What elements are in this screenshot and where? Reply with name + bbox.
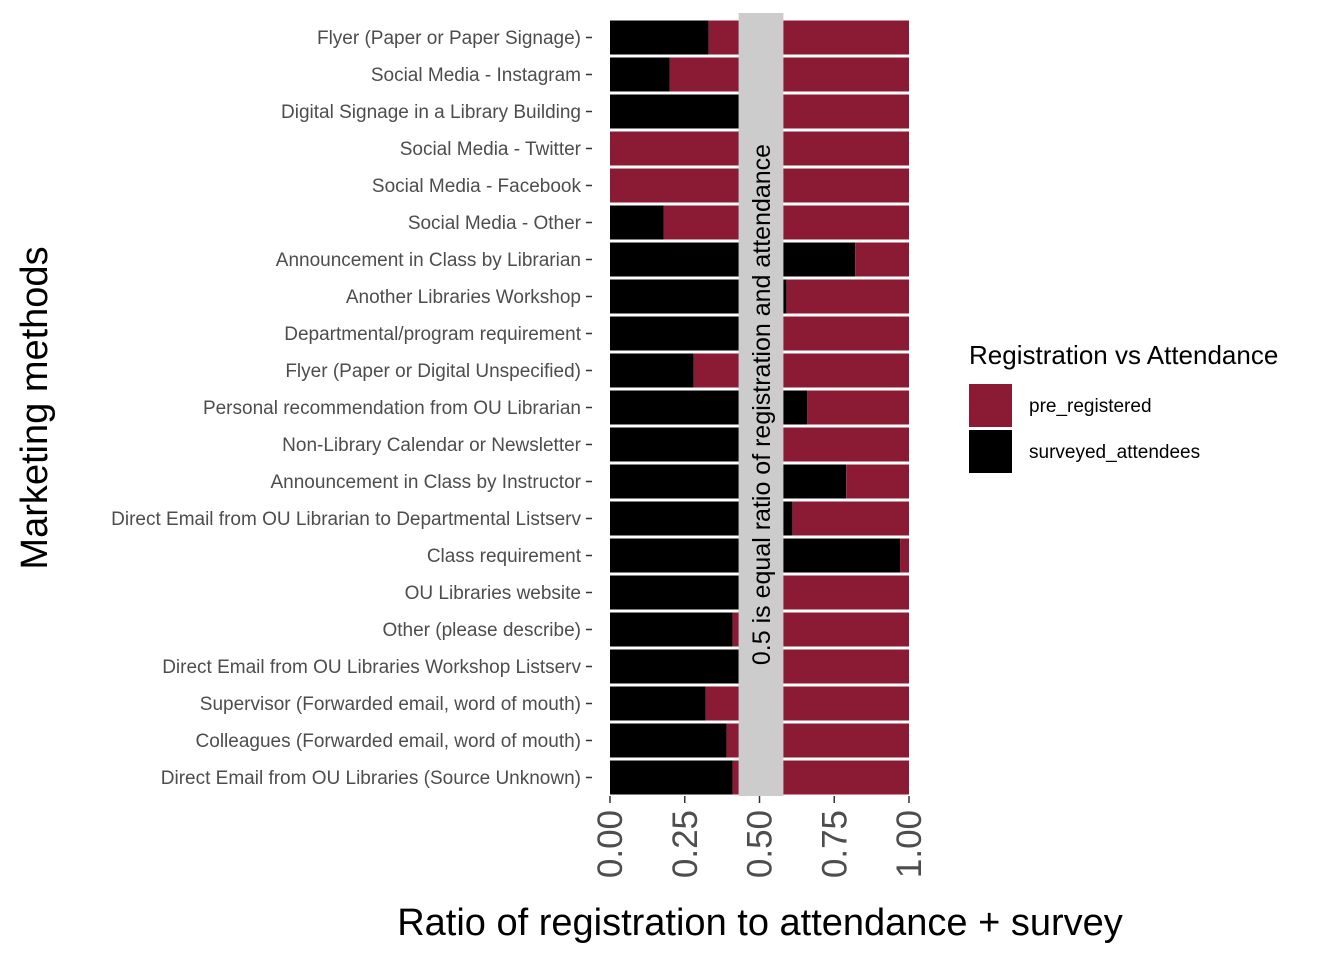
y-tick-label: Announcement in Class by Librarian [276, 250, 581, 271]
annotation-band [738, 13, 784, 796]
y-tick-label: Class requirement [427, 546, 582, 567]
bar-pre-registered-8 [786, 279, 909, 314]
x-tick-label: 0.00 [591, 810, 630, 878]
bar-surveyed-attendees-17 [610, 612, 733, 647]
bar-pre-registered-3 [759, 94, 909, 129]
bar-pre-registered-2 [669, 57, 909, 92]
x-axis: 0.00 0.25 0.50 0.75 1.00 [591, 796, 929, 878]
y-tick-label: Announcement in Class by Instructor [271, 472, 582, 493]
y-tick-label: Departmental/program requirement [284, 324, 581, 345]
y-tick-label: Colleagues (Forwarded email, word of mou… [196, 731, 581, 752]
bar-pre-registered-11 [807, 390, 909, 425]
bar-surveyed-attendees-10 [610, 353, 694, 388]
bar-pre-registered-13 [846, 464, 909, 499]
y-tick-label: Other (please describe) [382, 620, 581, 641]
bar-pre-registered-6 [663, 205, 909, 240]
y-tick-label: Direct Email from OU Librarian to Depart… [111, 509, 581, 530]
bar-pre-registered-9 [759, 316, 909, 351]
bar-pre-registered-16 [759, 575, 909, 610]
x-tick-label: 1.00 [890, 810, 929, 878]
bar-surveyed-attendees-19 [610, 686, 706, 721]
y-tick-label: Supervisor (Forwarded email, word of mou… [200, 694, 581, 715]
bar-surveyed-attendees-2 [610, 57, 670, 92]
y-axis: Flyer (Paper or Paper Signage) Social Med… [111, 28, 592, 789]
bar-pre-registered-7 [855, 242, 909, 277]
y-tick-label: OU Libraries website [405, 583, 581, 604]
legend-label-surveyed-attendees: surveyed_attendees [1029, 442, 1200, 463]
bar-surveyed-attendees-21 [610, 760, 733, 795]
x-tick-label: 0.25 [666, 810, 705, 878]
legend: Registration vs Attendance pre_registere… [969, 340, 1278, 473]
bar-pre-registered-14 [792, 501, 909, 536]
y-tick-label: Social Media - Other [408, 213, 582, 234]
x-tick-label: 0.75 [815, 810, 854, 878]
bar-surveyed-attendees-6 [610, 205, 664, 240]
bar-surveyed-attendees-16 [610, 575, 760, 610]
y-tick-label: Digital Signage in a Library Building [281, 102, 581, 123]
bar-surveyed-attendees-20 [610, 723, 727, 758]
legend-swatch-pre-registered [969, 384, 1012, 427]
y-axis-title: Marketing methods [14, 246, 56, 569]
legend-title: Registration vs Attendance [969, 340, 1278, 370]
y-tick-label: Social Media - Instagram [371, 65, 581, 86]
bar-pre-registered-19 [705, 686, 909, 721]
bar-surveyed-attendees-1 [610, 20, 709, 55]
y-tick-label: Social Media - Facebook [372, 176, 582, 197]
bar-surveyed-attendees-7 [610, 242, 856, 277]
bar-surveyed-attendees-18 [610, 649, 739, 684]
bar-surveyed-attendees-3 [610, 94, 760, 129]
bar-surveyed-attendees-12 [610, 427, 760, 462]
annotation-label: 0.5 is equal ratio of registration and a… [748, 144, 776, 665]
y-tick-label: Direct Email from OU Libraries (Source U… [161, 768, 581, 789]
x-axis-title: Ratio of registration to attendance + su… [397, 902, 1123, 944]
y-tick-label: Social Media - Twitter [400, 139, 582, 160]
y-tick-label: Direct Email from OU Libraries Workshop … [162, 657, 581, 678]
annotation-layer: 0.5 is equal ratio of registration and a… [738, 13, 784, 796]
bar-surveyed-attendees-9 [610, 316, 760, 351]
y-tick-label: Flyer (Paper or Digital Unspecified) [285, 361, 581, 382]
x-tick-label: 0.50 [741, 810, 780, 878]
legend-swatch-surveyed-attendees [969, 430, 1012, 473]
y-tick-label: Another Libraries Workshop [346, 287, 581, 308]
legend-label-pre-registered: pre_registered [1029, 396, 1152, 417]
y-tick-label: Personal recommendation from OU Libraria… [203, 398, 581, 419]
y-tick-label: Flyer (Paper or Paper Signage) [317, 28, 581, 49]
bar-pre-registered-10 [693, 353, 909, 388]
bar-pre-registered-12 [759, 427, 909, 462]
bar-pre-registered-15 [900, 538, 909, 573]
y-tick-label: Non-Library Calendar or Newsletter [282, 435, 582, 456]
bar-surveyed-attendees-13 [610, 464, 847, 499]
